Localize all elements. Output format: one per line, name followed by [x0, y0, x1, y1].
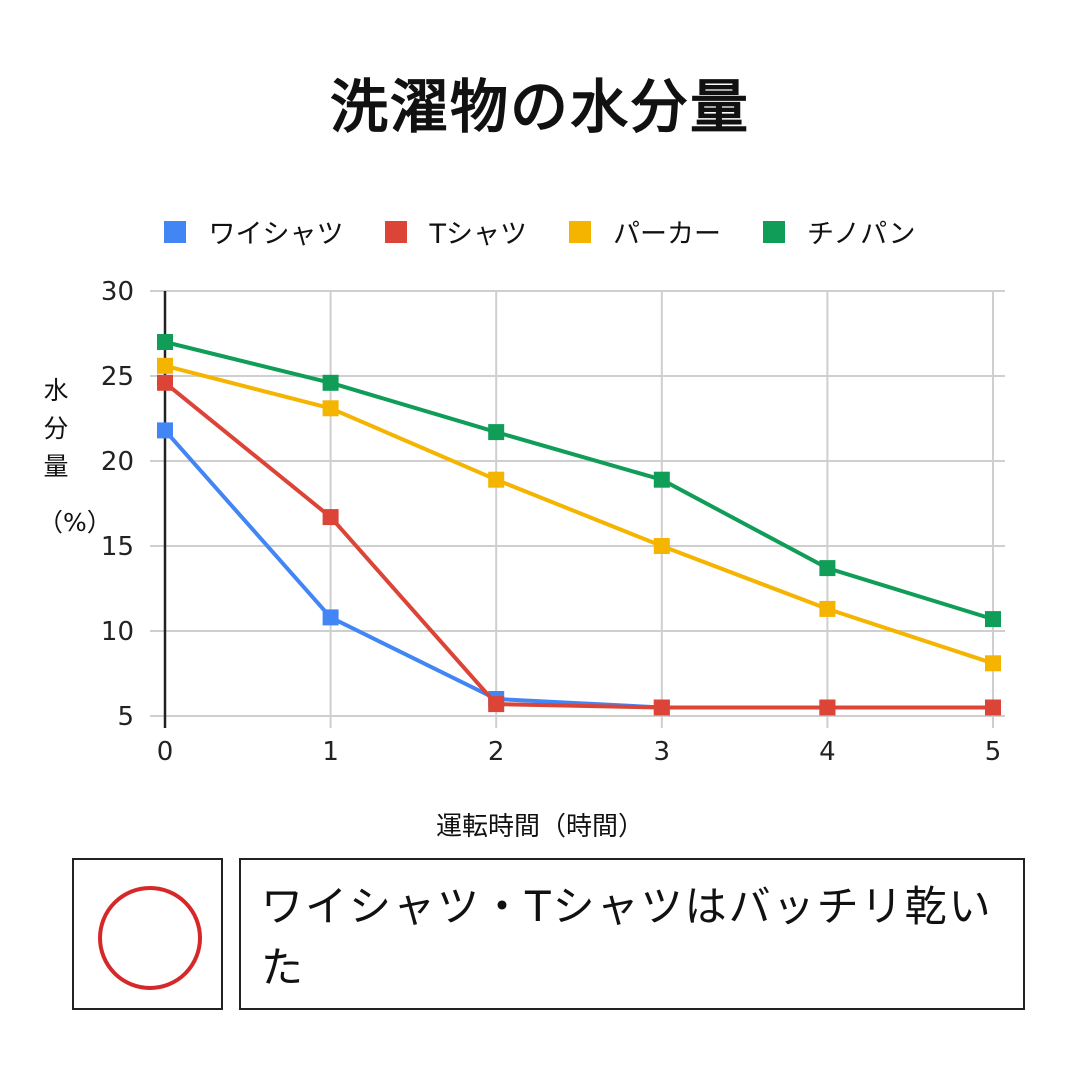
legend-label: チノパン [806, 219, 916, 250]
data-point-2-1 [322, 400, 339, 417]
data-point-1-1 [322, 509, 339, 526]
legend-label: ワイシャツ [208, 219, 344, 250]
series-line-1 [163, 381, 993, 710]
y-tick-label: 25 [101, 362, 134, 392]
legend-label: Tシャツ [429, 219, 527, 250]
legend-swatch [385, 220, 408, 243]
chart-title: 洗濯物の水分量 [329, 73, 750, 141]
y-tick-label: 20 [101, 447, 134, 477]
data-point-3-4 [819, 560, 836, 577]
data-point-3-2 [488, 424, 505, 441]
data-point-1-0 [157, 374, 173, 391]
series-line-0 [163, 429, 993, 710]
data-point-1-3 [653, 699, 670, 716]
data-point-0-1 [322, 609, 339, 626]
x-tick-label: 4 [819, 737, 836, 767]
x-tick-label: 1 [322, 737, 339, 767]
data-point-2-0 [157, 357, 173, 374]
data-point-1-2 [488, 696, 505, 713]
y-axis-label-char: 分 [43, 414, 69, 443]
x-tick-label: 5 [985, 737, 1002, 767]
legend-swatch [568, 220, 591, 243]
data-point-3-5 [985, 611, 1001, 628]
legend-item-chinos: チノパン [762, 212, 916, 251]
result-note-box: ワイシャツ・Tシャツはバッチリ乾いた [239, 858, 1025, 1010]
result-note-text: ワイシャツ・Tシャツはバッチリ乾いた [261, 882, 993, 992]
data-point-2-3 [653, 538, 670, 554]
circle-mark-icon [98, 886, 202, 990]
x-tick-label: 2 [488, 737, 505, 767]
legend-item-wishirt: ワイシャツ [164, 212, 343, 251]
x-tick-label: 3 [654, 737, 671, 767]
data-point-3-3 [653, 471, 670, 488]
series-line-2 [164, 363, 994, 666]
series-line-3 [164, 340, 994, 622]
y-tick-label: 10 [101, 617, 134, 647]
result-mark-box [72, 858, 223, 1010]
data-point-3-1 [322, 374, 339, 391]
y-axis-label-char: 量 [43, 452, 69, 481]
y-tick-label: 15 [101, 532, 134, 562]
data-point-2-5 [985, 655, 1001, 672]
legend-label: パーカー [612, 219, 721, 250]
data-point-2-2 [488, 471, 505, 488]
chart-legend: ワイシャツ Tシャツ パーカー チノパン [0, 212, 1080, 251]
legend-item-hoodie: パーカー [568, 212, 721, 251]
data-point-1-5 [985, 699, 1001, 716]
legend-swatch [164, 220, 187, 243]
data-point-1-4 [819, 699, 836, 716]
legend-swatch [762, 220, 785, 243]
data-point-2-4 [819, 600, 836, 617]
x-tick-label: 0 [157, 737, 174, 767]
data-point-3-0 [157, 334, 173, 350]
y-tick-label: 30 [101, 277, 134, 307]
legend-item-tshirt: Tシャツ [385, 212, 527, 251]
y-axis-label-char: 水 [43, 376, 69, 405]
x-axis-label: 運転時間（時間） [435, 812, 644, 842]
data-point-0-0 [157, 422, 173, 439]
y-tick-label: 5 [117, 702, 134, 732]
